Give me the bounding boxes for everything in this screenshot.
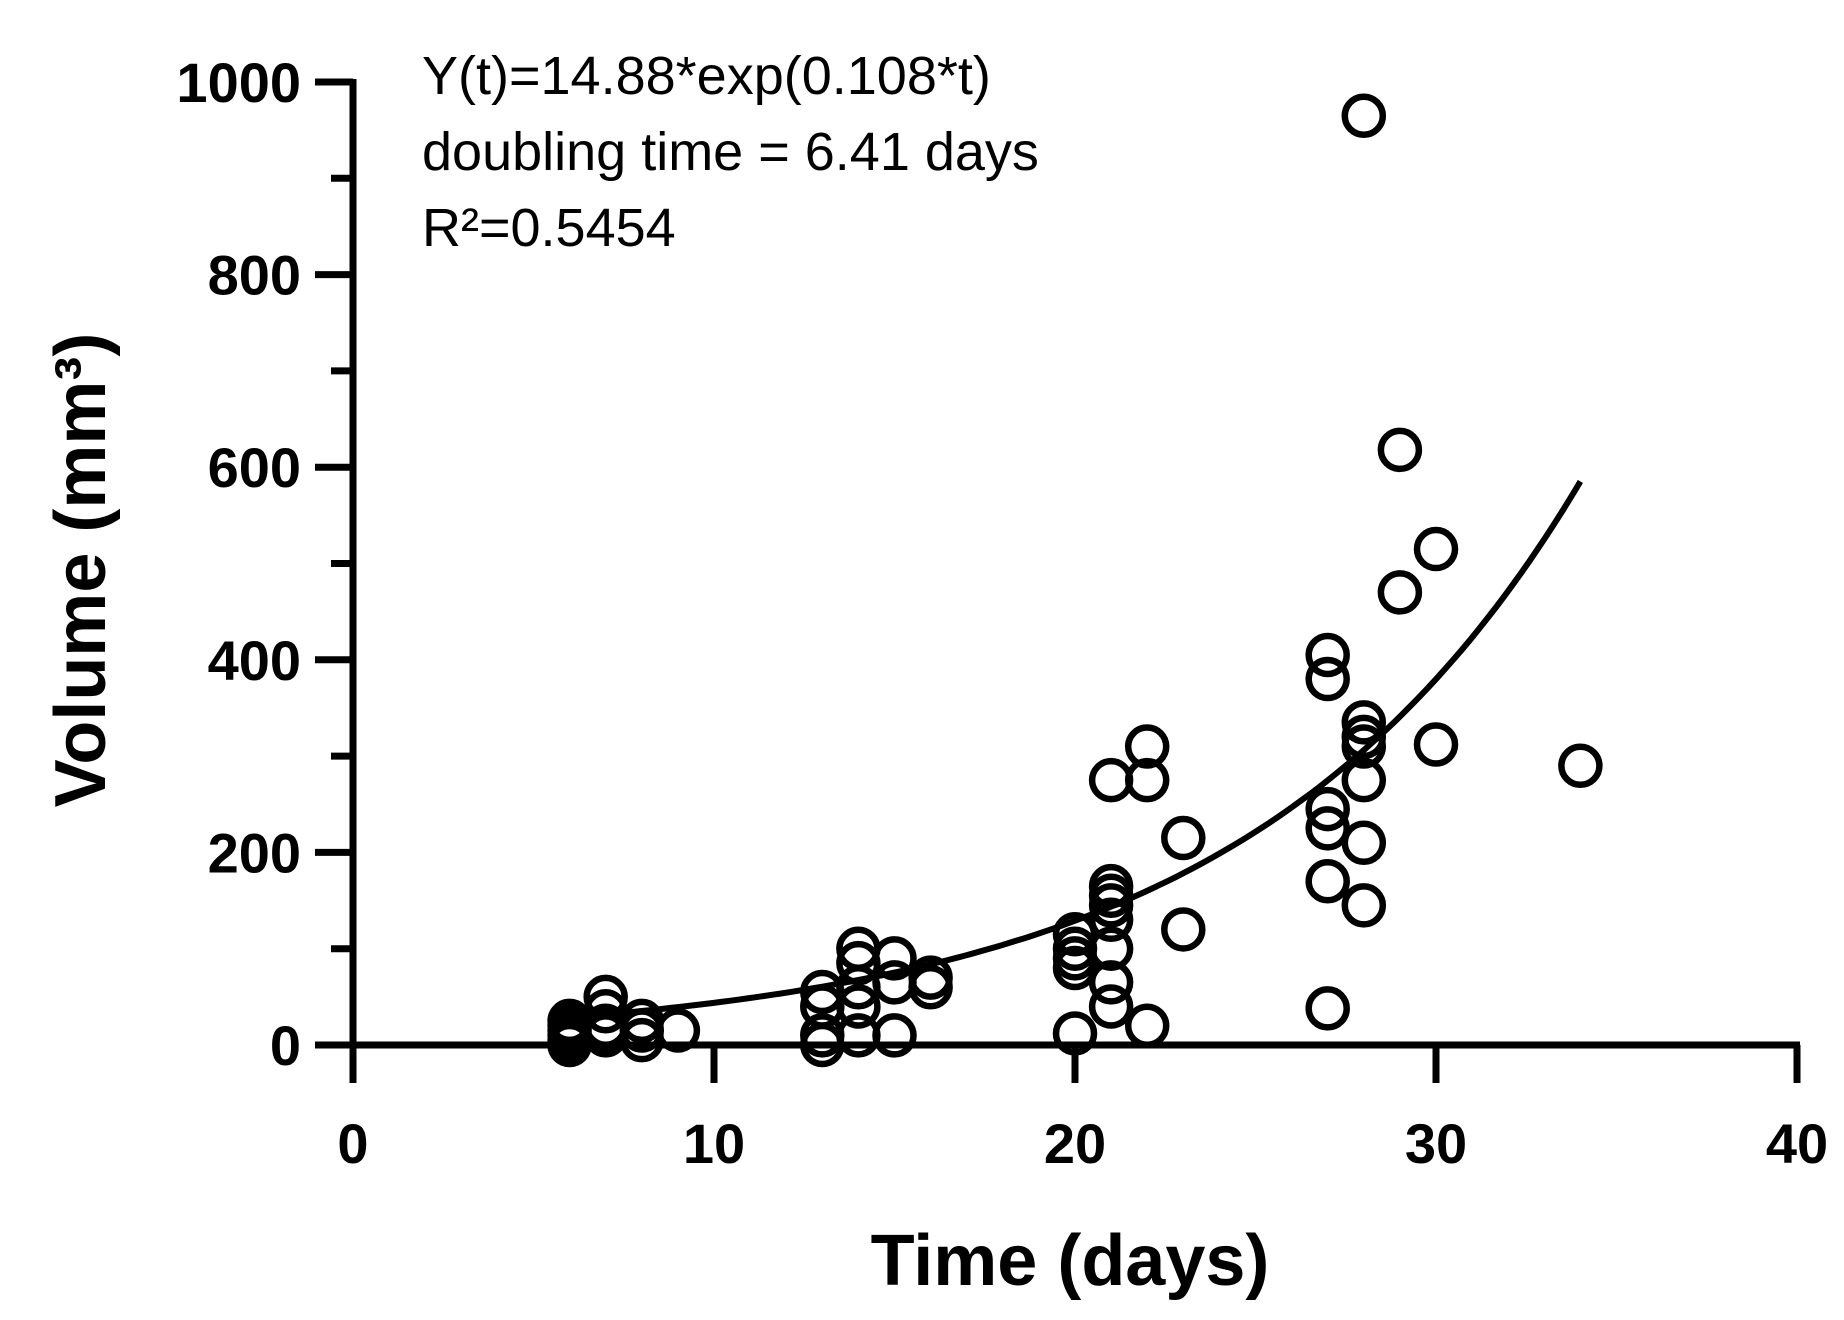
data-point (872, 1013, 917, 1058)
data-point (1377, 570, 1423, 615)
points-layer (547, 93, 1603, 1068)
fit-equation-annotation: Y(t)=14.88*exp(0.108*t) (422, 46, 991, 106)
data-point (1305, 859, 1350, 904)
data-point (1305, 656, 1350, 702)
data-point (1558, 743, 1603, 788)
data-point (1413, 526, 1459, 572)
y-ticks: 0 200 400 600 800 1000 (176, 51, 353, 1077)
data-point (836, 984, 881, 1029)
data-point (1088, 863, 1134, 909)
y-tick-label: 1000 (176, 51, 301, 114)
data-point (1305, 986, 1350, 1031)
data-point (1124, 724, 1170, 769)
data-point (1341, 93, 1387, 138)
y-tick-label: 600 (208, 436, 301, 499)
data-point (1341, 700, 1387, 745)
y-axis-title: Volume (mm³) (41, 333, 121, 808)
x-tick-label: 40 (1766, 1112, 1828, 1175)
data-point (1305, 806, 1350, 851)
data-point (1088, 984, 1134, 1029)
data-point (1124, 1003, 1170, 1048)
data-point (1305, 786, 1350, 832)
data-point (1341, 757, 1387, 803)
data-point (1088, 757, 1134, 803)
y-tick-label: 200 (208, 821, 301, 884)
data-point (1341, 820, 1387, 866)
r-squared-annotation: R²=0.5454 (422, 198, 676, 258)
data-point (1088, 897, 1134, 943)
y-tick-label: 400 (208, 629, 301, 692)
data-point (1161, 907, 1206, 952)
x-tick-label: 10 (683, 1112, 745, 1175)
data-point (1341, 714, 1387, 760)
data-point (872, 936, 917, 981)
fit-curve (569, 479, 1583, 1021)
fit-layer (569, 479, 1583, 1021)
data-point (1161, 815, 1206, 861)
doubling-time-annotation: doubling time = 6.41 days (422, 122, 1039, 182)
data-point (1088, 926, 1134, 971)
y-tick-label: 0 (270, 1014, 301, 1077)
data-point (908, 955, 953, 1000)
x-tick-label: 30 (1405, 1112, 1467, 1175)
x-tick-label: 0 (337, 1112, 368, 1175)
data-point (583, 974, 628, 1020)
data-point (1305, 632, 1350, 678)
x-tick-label: 20 (1044, 1112, 1106, 1175)
data-point (1413, 722, 1459, 767)
data-point (1341, 883, 1387, 928)
x-axis-title: Time (days) (871, 1221, 1270, 1301)
data-point (1052, 1011, 1098, 1056)
data-point (1124, 757, 1170, 803)
data-point (1088, 960, 1134, 1005)
y-tick-label: 800 (208, 244, 301, 307)
data-point (1377, 427, 1423, 473)
x-ticks: 0 10 20 30 40 (337, 1045, 1828, 1175)
data-point (1052, 912, 1098, 957)
data-point (655, 1008, 701, 1053)
